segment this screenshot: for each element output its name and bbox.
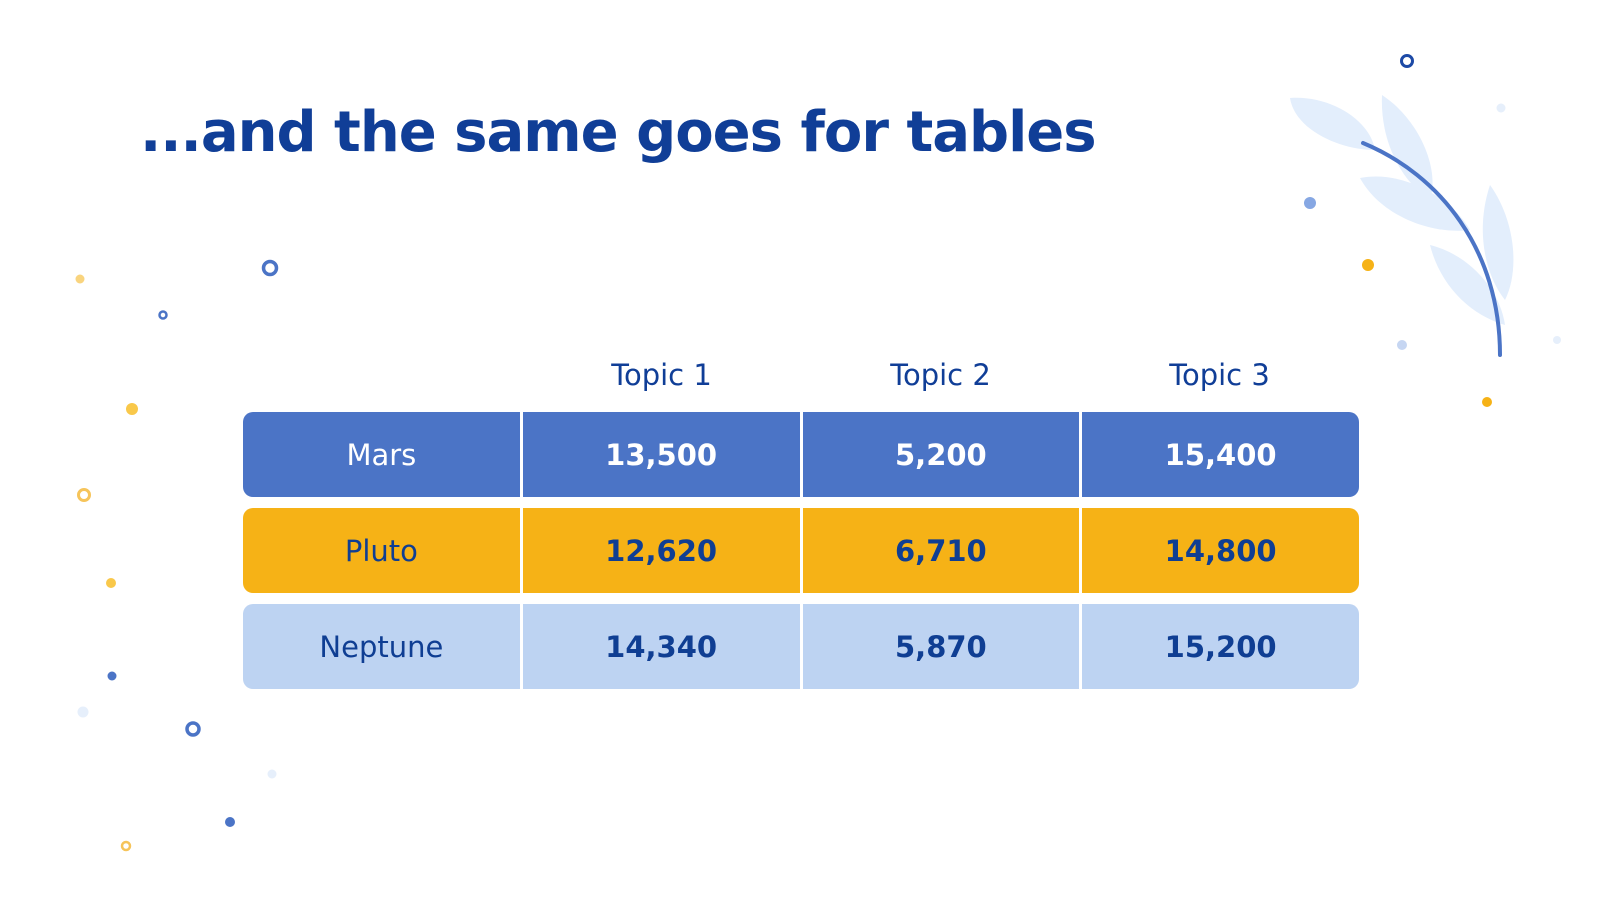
dot-icon — [1496, 103, 1506, 113]
dot-icon — [1482, 397, 1492, 407]
ring-icon — [77, 488, 91, 502]
ring-icon — [1400, 54, 1414, 68]
table-cell-value: 14,800 — [1079, 508, 1359, 593]
table-row: Mars 13,500 5,200 15,400 — [243, 412, 1359, 497]
leaf-branch-icon — [1290, 95, 1514, 357]
dot-icon — [1397, 340, 1407, 350]
dot-icon — [126, 403, 138, 415]
ring-icon — [261, 259, 279, 277]
table-cell-value: 12,620 — [519, 508, 800, 593]
table-cell-value: 5,200 — [799, 412, 1080, 497]
table-cell-value: 15,200 — [1079, 604, 1359, 689]
dot-icon — [1553, 336, 1561, 344]
row-label: Neptune — [243, 604, 520, 689]
dot-icon — [1304, 197, 1316, 209]
data-table: Topic 1 Topic 2 Topic 3 Mars 13,500 5,20… — [243, 345, 1359, 689]
table-row: Neptune 14,340 5,870 15,200 — [243, 604, 1359, 689]
dot-icon — [75, 274, 85, 284]
ring-icon — [185, 721, 201, 737]
dot-icon — [267, 769, 277, 779]
ring-icon — [120, 840, 132, 852]
column-header: Topic 1 — [611, 358, 712, 392]
table-header-row: Topic 1 Topic 2 Topic 3 — [243, 345, 1359, 405]
table-cell-value: 6,710 — [799, 508, 1080, 593]
column-header: Topic 2 — [890, 358, 991, 392]
table-cell-value: 14,340 — [519, 604, 800, 689]
table-cell-value: 15,400 — [1079, 412, 1359, 497]
dot-icon — [107, 671, 117, 681]
dot-icon — [225, 817, 235, 827]
slide-title: ...and the same goes for tables — [140, 100, 1097, 165]
dot-icon — [77, 706, 89, 718]
dot-icon — [1362, 259, 1374, 271]
table-cell-value: 5,870 — [799, 604, 1080, 689]
row-label: Mars — [243, 412, 520, 497]
table-cell-value: 13,500 — [519, 412, 800, 497]
ring-icon — [158, 310, 168, 320]
dot-icon — [106, 578, 116, 588]
row-label: Pluto — [243, 508, 520, 593]
column-header: Topic 3 — [1169, 358, 1270, 392]
table-row: Pluto 12,620 6,710 14,800 — [243, 508, 1359, 593]
